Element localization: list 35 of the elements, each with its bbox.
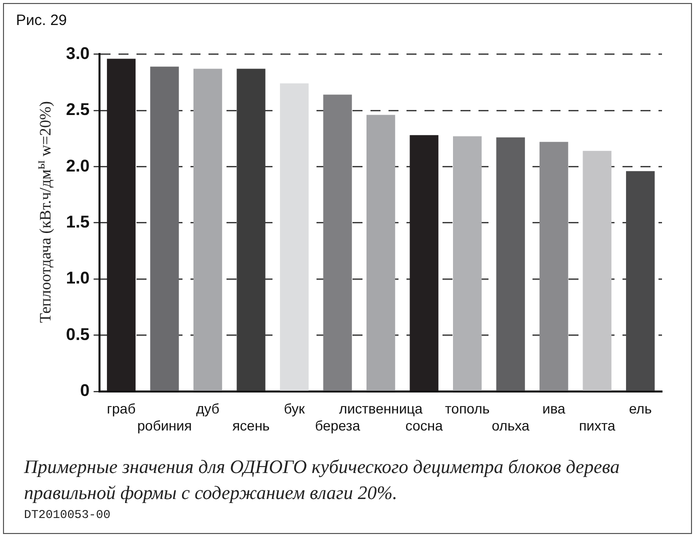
x-tick-label: дуб (196, 400, 220, 417)
bar (540, 142, 568, 391)
y-tick-label: 2.0 (66, 156, 90, 176)
y-tick-label: 0.5 (66, 324, 90, 344)
x-tick-label: ива (542, 400, 566, 417)
text: Примерные значения для ОДНОГО кубического дециметра блоков дерева правильной формы с содержанием влаги 20%. (24, 456, 621, 506)
x-tick-label: пихта (578, 417, 616, 434)
x-tick-label: ясень (232, 417, 270, 434)
bar (193, 68, 222, 391)
bar (106, 58, 136, 391)
x-tick-label: ольха (492, 417, 530, 434)
x-tick-label: граб (106, 400, 136, 417)
x-tick-label: ель (628, 400, 652, 417)
x-tick-label: робиния (137, 417, 192, 434)
x-tick-label: сосна (405, 417, 444, 434)
y-tick-label: 1.5 (66, 212, 90, 232)
x-tick-label: лиственница (339, 400, 423, 417)
bar (582, 150, 612, 391)
y-tick-label: 3.0 (66, 44, 90, 63)
bar (150, 66, 179, 391)
chart-title: Рис. 29 (16, 12, 67, 29)
y-tick-label: 1.0 (66, 268, 90, 288)
x-tick-label: тополь (445, 400, 490, 417)
y-tick-label: 2.5 (66, 100, 90, 120)
bar (280, 83, 309, 391)
x-tick-label: бук (284, 400, 306, 417)
bar (496, 137, 525, 391)
text: DT2010053-00 (24, 508, 110, 522)
y-tick-label: 0 (80, 381, 90, 400)
bar (410, 135, 438, 391)
x-tick-label: береза (314, 417, 360, 434)
bar (323, 94, 352, 391)
bar (453, 136, 482, 391)
bar (366, 114, 396, 391)
bar (626, 171, 655, 391)
